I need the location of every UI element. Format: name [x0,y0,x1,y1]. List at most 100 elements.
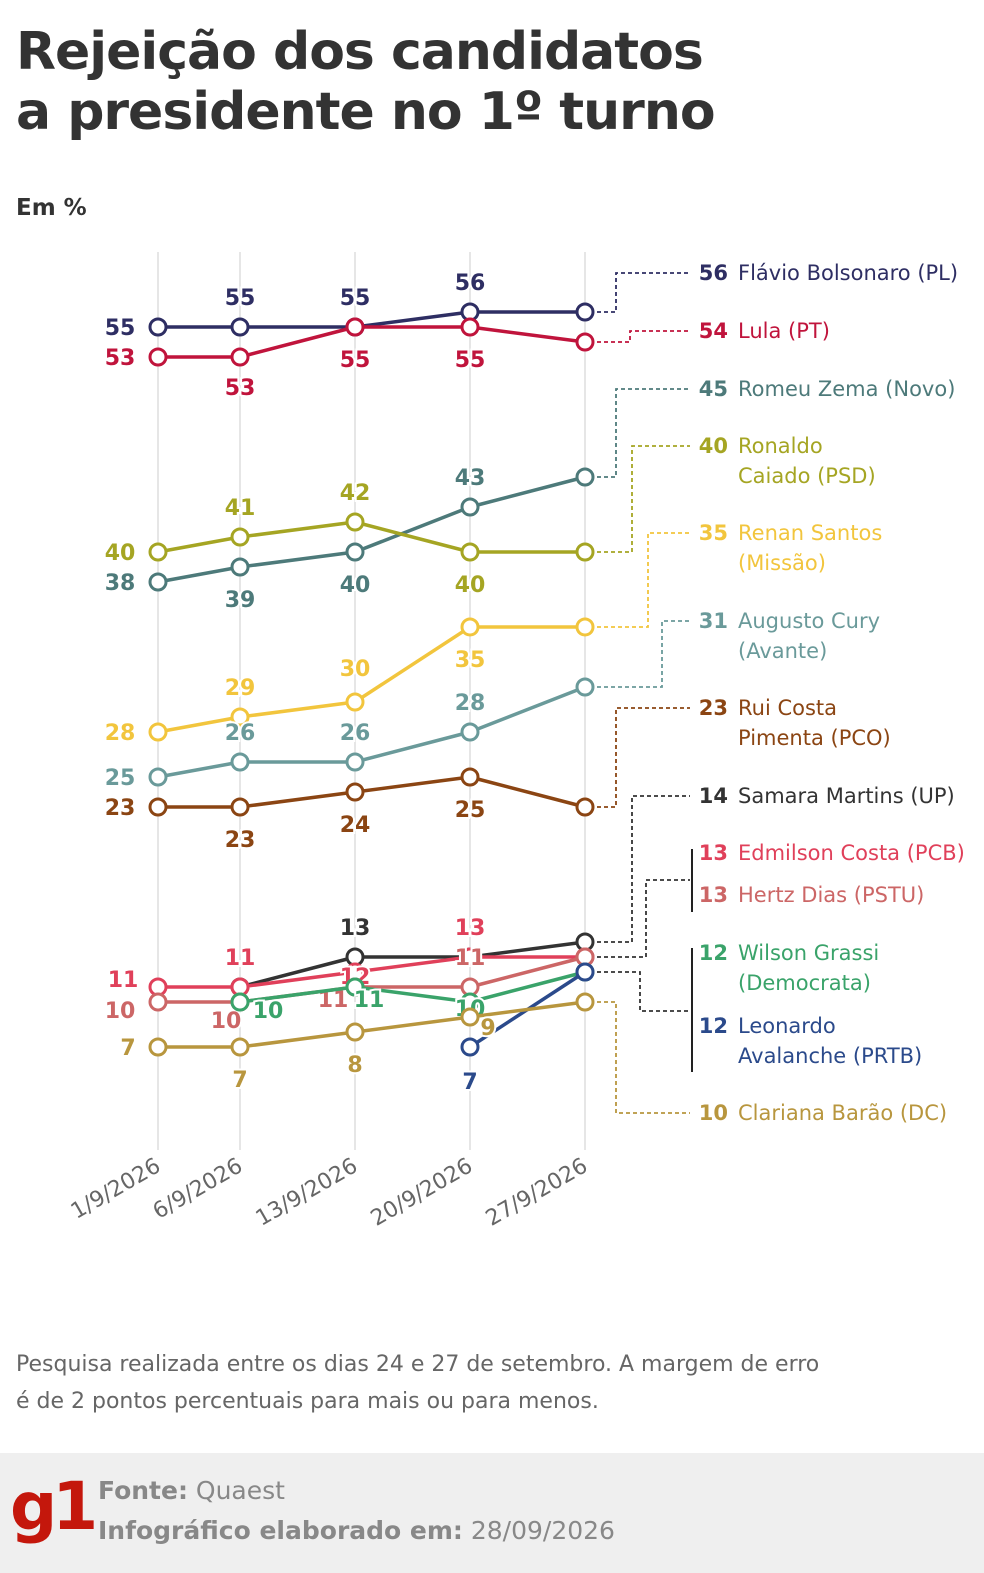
series-6-label-3: 25 [455,798,486,823]
series-11-label-3: 7 [462,1070,477,1095]
series-0-name-0: Flávio Bolsonaro (PL) [738,261,958,285]
series-2-point-0 [148,572,168,592]
series-9-label-3: 11 [455,946,486,971]
series-9-label-1: 10 [211,1009,242,1034]
series-5-point-0 [148,767,168,787]
series-3-leader [597,445,690,553]
x-tick-2: 13/9/2026 [252,1154,362,1232]
series-4-point-0 [148,722,168,742]
series-5-point-1 [230,752,250,772]
made-value: 28/09/2026 [470,1516,615,1545]
series-3-label-2: 42 [340,481,371,506]
unit-label: Em % [16,195,87,221]
series-2-leader [597,388,690,478]
series-7-final-value: 14 [699,784,728,808]
series-12-label-2: 8 [347,1053,362,1078]
series-6-leader [597,707,690,808]
series-8-label-0: 11 [108,968,139,993]
series-0-point-1 [230,317,250,337]
series-12-point-1 [230,1037,250,1057]
series-10-label-1: 10 [253,999,284,1024]
series-3-point-3 [460,542,480,562]
series-9-label-0: 10 [105,999,136,1024]
series-5-label-0: 25 [105,766,136,791]
series-1-leader [597,330,690,343]
title-line-2: a presidente no 1º turno [16,82,716,142]
series-4-leader [597,532,690,628]
series-3-label-1: 41 [225,496,256,521]
series-5-point-4 [575,677,595,697]
made-label: Infográfico elaborado em: [98,1516,463,1545]
made-line: Infográfico elaborado em: 28/09/2026 [98,1511,615,1551]
series-6-point-4 [575,797,595,817]
footer: g1 Fonte: Quaest Infográfico elaborado e… [0,1453,984,1573]
series-5-leader [597,620,690,688]
series-7-leader [597,795,690,943]
series-0-label-2: 55 [340,286,371,311]
series-4-point-2 [345,692,365,712]
series-8-label-1: 11 [225,946,256,971]
series-3-point-2 [345,512,365,532]
series-3-point-0 [148,542,168,562]
series-12-point-2 [345,1022,365,1042]
series-8-label-3: 13 [455,916,486,941]
series-3-final-value: 40 [699,434,728,458]
series-8-final-value: 13 [699,841,728,865]
series-2-name-0: Romeu Zema (Novo) [738,377,955,401]
x-tick-4: 27/9/2026 [482,1154,592,1232]
series-1-name-0: Lula (PT) [738,319,830,343]
series-2-label-0: 38 [105,571,136,596]
x-tick-0: 1/9/2026 [67,1154,165,1225]
series-line-10 [239,970,586,1004]
series-0-label-3: 56 [455,271,486,296]
series-12-point-3 [460,1007,480,1027]
series-5-name-0: Augusto Cury [738,609,880,633]
series-line-6 [158,775,586,809]
series-4-name-0: Renan Santos [738,521,882,545]
series-9-name-0: Hertz Dias (PSTU) [738,883,924,907]
series-6-point-0 [148,797,168,817]
series-4-point-4 [575,617,595,637]
g1-logo: g1 [10,1468,98,1545]
source-line: Fonte: Quaest [98,1471,615,1511]
series-6-point-1 [230,797,250,817]
series-1-label-3: 55 [455,348,486,373]
series-line-2 [157,475,586,584]
series-line-5 [157,685,586,779]
series-12-label-1: 7 [232,1068,247,1093]
series-3-name-1: Caiado (PSD) [738,464,876,488]
series-4-label-2: 30 [340,657,371,682]
x-tick-3: 20/9/2026 [367,1154,477,1232]
series-4-final-value: 35 [699,521,728,545]
series-1-final-value: 54 [699,319,728,343]
series-6-point-3 [460,767,480,787]
series-4-point-1 [230,707,250,727]
series-0-point-4 [575,302,595,322]
series-line-3 [157,520,585,554]
series-10-label-2: 11 [354,988,385,1013]
series-12-final-value: 10 [699,1101,728,1125]
series-10-point-1 [230,992,250,1012]
series-line-4 [157,625,585,734]
series-7-label-2: 13 [340,916,371,941]
series-2-label-1: 39 [225,588,256,613]
series-6-label-1: 23 [225,828,256,853]
series-1-label-0: 53 [105,346,136,371]
source-block: Fonte: Quaest Infográfico elaborado em: … [98,1471,615,1551]
series-line-0 [158,310,585,329]
series-1-label-1: 53 [225,376,256,401]
leader-13-group [597,879,690,958]
title-line-1: Rejeição dos candidatos [16,22,704,82]
series-3-label-3: 40 [455,573,486,598]
chart-title: Rejeição dos candidatos a presidente no … [16,22,916,142]
series-0-point-0 [148,317,168,337]
series-12-point-0 [148,1037,168,1057]
series-5-point-2 [345,752,365,772]
series-9-final-value: 13 [699,883,728,907]
series-11-name-0: Leonardo [738,1014,836,1038]
series-5-label-2: 26 [340,721,371,746]
series-6-name-1: Pimenta (PCO) [738,726,891,750]
series-6-name-0: Rui Costa [738,696,837,720]
series-5-name-1: (Avante) [738,639,827,663]
series-2-final-value: 45 [699,377,728,401]
